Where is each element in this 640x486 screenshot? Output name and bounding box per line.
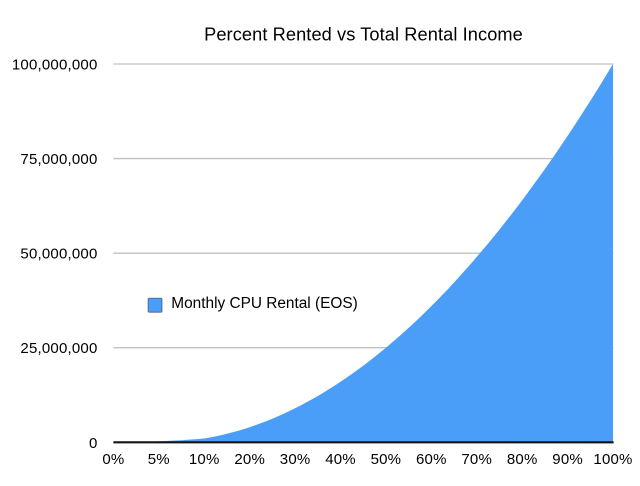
svg-text:Percent Rented vs Total Rental: Percent Rented vs Total Rental Income [204,24,523,44]
svg-text:0%: 0% [102,451,124,468]
svg-text:25,000,000: 25,000,000 [20,340,97,357]
svg-text:100,000,000: 100,000,000 [12,56,98,73]
svg-text:5%: 5% [148,451,170,468]
svg-text:0: 0 [89,435,98,452]
svg-text:20%: 20% [234,451,265,468]
svg-text:40%: 40% [325,451,356,468]
svg-text:70%: 70% [461,451,492,468]
svg-text:Monthly CPU Rental (EOS): Monthly CPU Rental (EOS) [171,295,357,312]
svg-text:30%: 30% [280,451,311,468]
svg-text:50,000,000: 50,000,000 [20,246,97,263]
svg-text:100%: 100% [593,451,632,468]
svg-text:50%: 50% [371,451,402,468]
svg-text:80%: 80% [507,451,538,468]
svg-text:75,000,000: 75,000,000 [20,151,97,168]
svg-text:90%: 90% [552,451,583,468]
svg-text:10%: 10% [189,451,220,468]
svg-text:60%: 60% [416,451,447,468]
